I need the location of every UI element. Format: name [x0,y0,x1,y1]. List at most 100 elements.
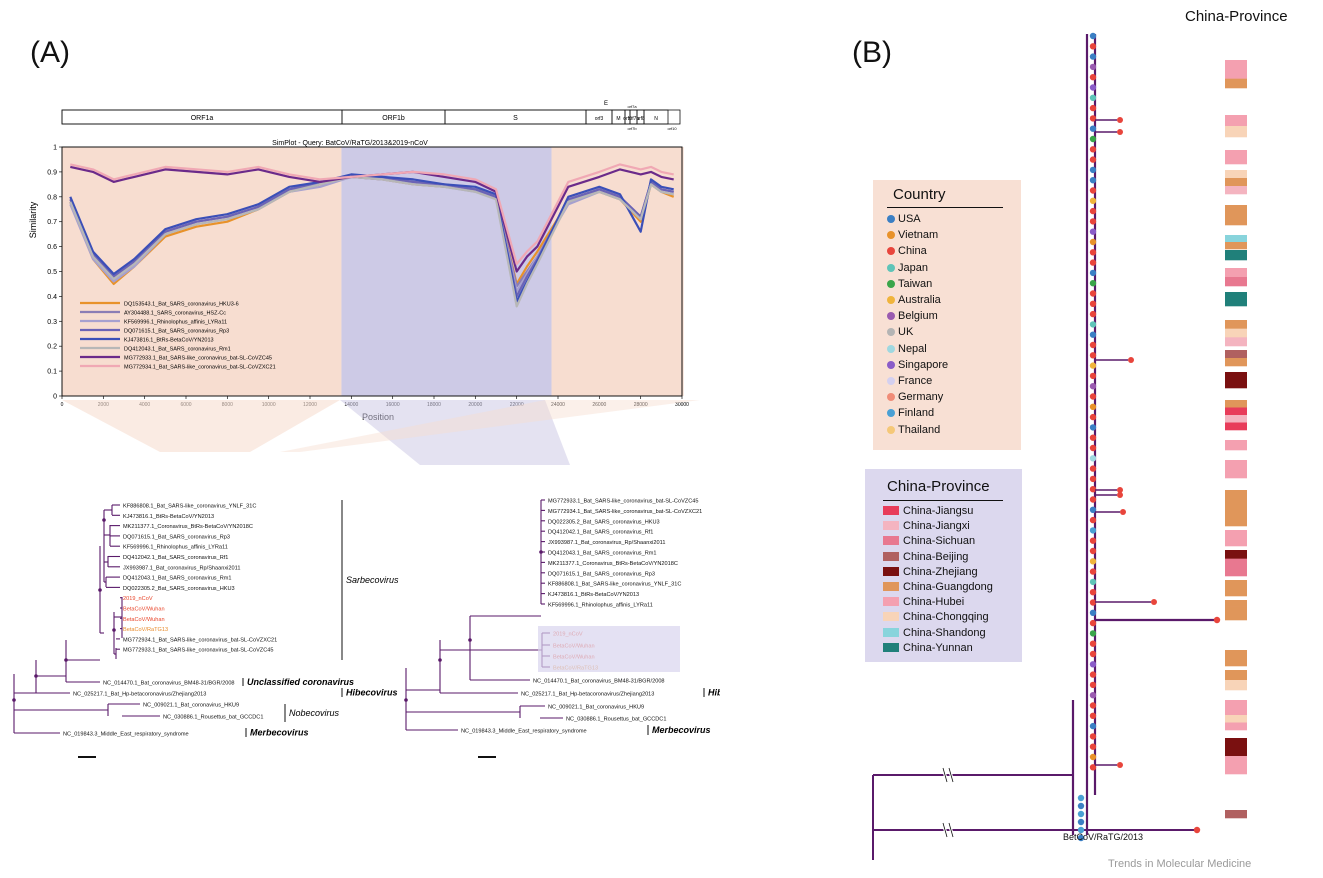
tree-node [468,638,472,642]
taxon-label: KF569996.1_Rhinolophus_affinis_LYRa11 [548,603,653,609]
province-cell [1225,337,1247,347]
province-cell [1225,715,1247,723]
tip-dot [1089,722,1097,730]
y-tick-label: 0.7 [47,219,57,226]
province-cell [1225,670,1247,681]
taxon-label: MG772933.1_Bat_SARS-like_coronavirus_bat… [123,648,274,654]
province-cell [1225,415,1247,423]
clade-label: Hibecovirus [346,688,398,698]
country-legend-label: Belgium [898,310,938,323]
taxon-label: NC_030886.1_Rousettus_bat_GCCDC1 [163,715,263,721]
taxon-label: DQ412042.1_Bat_SARS_coronavirus_Rf1 [548,530,653,536]
tip-dot [1089,341,1097,349]
country-legend-label: Finland [898,407,935,420]
tip-dot [1089,568,1097,575]
country-legend-item: Taiwan [887,278,932,290]
province-color-swatch [883,521,899,531]
taxon-label: DQ071615.1_Bat_SARS_coronavirus_Rp3 [548,571,655,577]
axis-break [948,767,954,783]
country-legend-title: Country [893,186,946,203]
tree-node [404,698,408,702]
province-color-swatch [883,582,899,591]
y-tick-label: 0.1 [47,369,57,376]
country-color-dot [887,377,895,385]
country-legend-item: USA [887,213,921,225]
province-legend-item: China-Jiangsu [883,505,973,517]
orf-label: orf6 [623,116,632,122]
tree-node [12,698,16,702]
province-color-swatch [883,612,899,622]
province-legend-item: China-Chongqing [883,611,989,623]
country-legend-item: Vietnam [887,229,938,241]
legend-entry: KF569996.1_Rhinolophus_affinis_LYRa11 [124,320,227,326]
country-legend-label: Japan [898,261,928,274]
taxon-label: DQ412042.1_Bat_SARS_coronavirus_Rf1 [123,555,228,561]
tip-dot [1089,486,1097,493]
country-legend-item: UK [887,326,913,338]
province-cell [1225,242,1247,250]
tip-dot [1089,640,1097,647]
tree-left: KF886808.1_Bat_SARS-like_coronavirus_YNL… [12,500,399,738]
tip-dot [1089,218,1097,225]
province-column-title: China-Province [1185,8,1288,25]
tip-dot [1089,630,1097,637]
country-legend-label: Australia [898,294,941,306]
clade-label: Unclassified coronavirus [247,677,354,687]
province-cell [1225,538,1247,547]
y-tick-label: 0.5 [47,269,57,276]
country-legend-label: Thailand [898,423,941,436]
simplot-chart: 00.10.20.30.40.50.60.70.80.9102000400060… [47,145,689,409]
province-cell [1225,268,1247,278]
legend-entry: KJ473816.1_BtRs-BetaCoV/YN2013 [124,338,214,344]
province-cell [1225,358,1247,367]
province-cell [1225,126,1247,138]
country-legend-label: China [898,245,927,258]
legend-entry: DQ071615.1_Bat_SARS_coronavirus_Rp3 [124,329,229,335]
axis-break [942,822,948,838]
province-cell [1225,440,1247,451]
country-color-dot [887,409,895,418]
country-color-dot [887,328,895,337]
province-legend-item: China-Beijing [883,551,968,563]
tip-dot [1089,506,1097,513]
country-legend-label: France [898,375,933,387]
tip-dot [1089,661,1097,668]
country-legend-label: Singapore [898,358,949,371]
country-legend-item: Singapore [887,359,948,371]
taxon-label: JX993987.1_Bat_coronavirus_Rp/Shaanxi201… [123,565,240,571]
highlight-box [538,626,680,672]
province-cell [1225,508,1247,518]
province-cell [1225,60,1247,70]
country-legend-label: Germany [898,391,944,404]
y-tick-label: 0.9 [47,169,57,176]
x-tick-label: 30000 [675,402,689,408]
province-cell [1225,215,1247,226]
simplot-title: SimPlot - Query: BatCoV/RaTG/2013&2019-n… [272,140,428,147]
taxon-label: NC_014470.1_Bat_coronavirus_BM48-31/BGR/… [103,681,235,687]
province-legend-label: China-Zhejiang [903,565,978,578]
tip-dot [1117,129,1123,135]
tip-dot [1089,753,1097,761]
tip-dot [1077,802,1085,810]
tip-dot [1089,650,1097,658]
province-cell [1225,186,1247,195]
zoom-wedge-left [62,400,340,452]
taxon-label: MK211377.1_Coronavirus_BtRs-BetaCoV/YN20… [123,524,253,530]
province-cell [1225,469,1247,479]
tip-dot [1089,331,1097,338]
tip-dot [1089,207,1097,215]
tip-dot [1089,156,1097,163]
tip-dot [1117,762,1123,768]
province-cell [1225,580,1247,589]
tip-dot [1089,321,1097,328]
axis-break [948,822,954,838]
province-cell [1225,235,1247,243]
tip-dot [1089,413,1097,421]
x-tick-label: 0 [61,402,64,408]
x-tick-label: 28000 [634,402,648,408]
province-cell [1225,700,1247,708]
province-legend-label: China-Jiangsu [903,505,974,517]
province-legend-label: China-Guangdong [903,581,993,593]
tip-dot [1089,496,1097,503]
province-color-swatch [883,506,899,515]
